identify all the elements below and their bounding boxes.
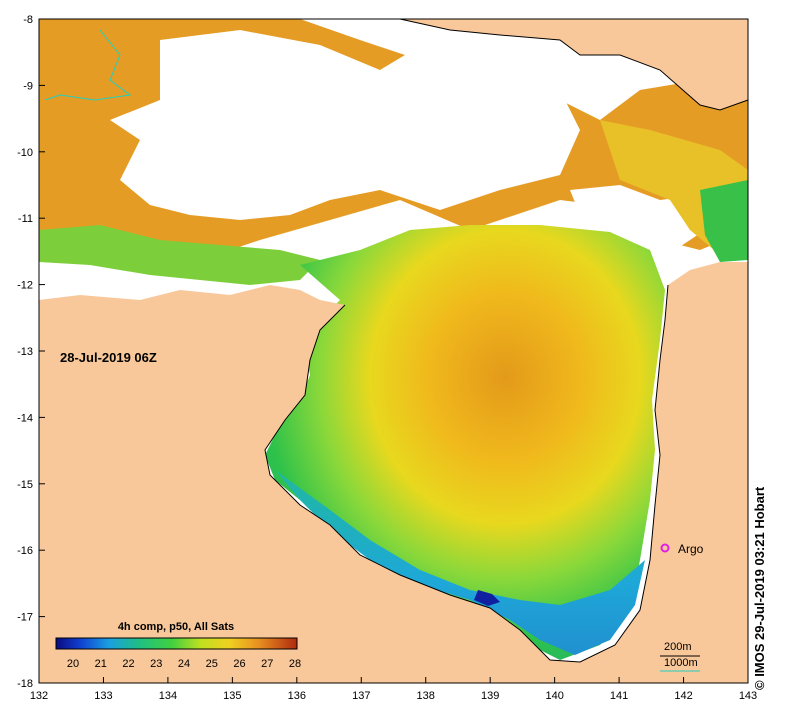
colorbar-tick-label: 26 [233, 658, 245, 670]
y-tick-label: -11 [18, 213, 33, 225]
contour-1000m [44, 29, 132, 101]
y-tick-label: -18 [17, 678, 33, 690]
coastline-north [399, 18, 749, 111]
colorbar-tick-label: 21 [95, 658, 107, 670]
x-tick-label: 143 [739, 690, 757, 702]
x-tick-label: 140 [545, 690, 563, 702]
green-patch-ne [700, 180, 748, 262]
y-tick-label: -9 [23, 80, 33, 92]
y-tick-label: -16 [17, 545, 33, 557]
colorbar-ticks: 20 21 22 23 24 25 26 27 28 [67, 658, 301, 670]
colorbar-tick-label: 24 [178, 658, 190, 670]
y-tick-label: -14 [17, 412, 33, 424]
land-australia [39, 262, 748, 683]
y-tick-label: -17 [17, 612, 33, 624]
land-new-guinea [400, 19, 748, 110]
x-tick-label: 132 [30, 690, 48, 702]
argo-label: Argo [678, 542, 704, 556]
dark-blue-patch [474, 590, 500, 606]
x-tick-label: 135 [223, 690, 241, 702]
colorbar-tick-label: 28 [289, 658, 301, 670]
x-tick-label: 137 [352, 690, 370, 702]
cold-coastal-band [275, 470, 645, 655]
x-axis: 132 133 134 135 136 137 138 139 140 141 142 143 [30, 677, 757, 702]
colorbar-tick-label: 22 [122, 658, 134, 670]
contour-200m-label: 200m [664, 641, 692, 653]
x-tick-label: 141 [610, 690, 628, 702]
x-tick-label: 136 [288, 690, 306, 702]
y-tick-label: -13 [17, 346, 33, 358]
colorbar-tick-label: 23 [150, 658, 162, 670]
coastline [264, 284, 669, 663]
colorbar-tick-label: 25 [206, 658, 218, 670]
contour-1000m-label: 1000m [664, 657, 698, 669]
copyright-credit: © IMOS 29-Jul-2019 03:21 Hobart [752, 486, 767, 690]
x-tick-label: 142 [674, 690, 692, 702]
x-tick-label: 139 [481, 690, 499, 702]
cloud-patch [110, 30, 580, 220]
argo-float-marker[interactable] [660, 543, 670, 553]
y-axis: -8 -9 -10 -11 -12 -13 -14 -15 -16 -17 -18 [17, 14, 45, 690]
green-fringe-west [39, 225, 320, 285]
y-tick-label: -8 [23, 14, 33, 26]
y-tick-label: -10 [17, 147, 33, 159]
colorbar [55, 637, 298, 650]
colorbar-tick-label: 20 [67, 658, 79, 670]
colorbar-title: 4h comp, p50, All Sats [118, 621, 234, 633]
y-tick-label: -12 [17, 280, 33, 292]
colorbar-tick-label: 27 [261, 658, 273, 670]
x-tick-label: 134 [159, 690, 177, 702]
x-tick-label: 133 [94, 690, 112, 702]
timestamp-label: 28-Jul-2019 06Z [60, 350, 157, 365]
x-tick-label: 138 [417, 690, 435, 702]
y-tick-label: -15 [17, 479, 33, 491]
